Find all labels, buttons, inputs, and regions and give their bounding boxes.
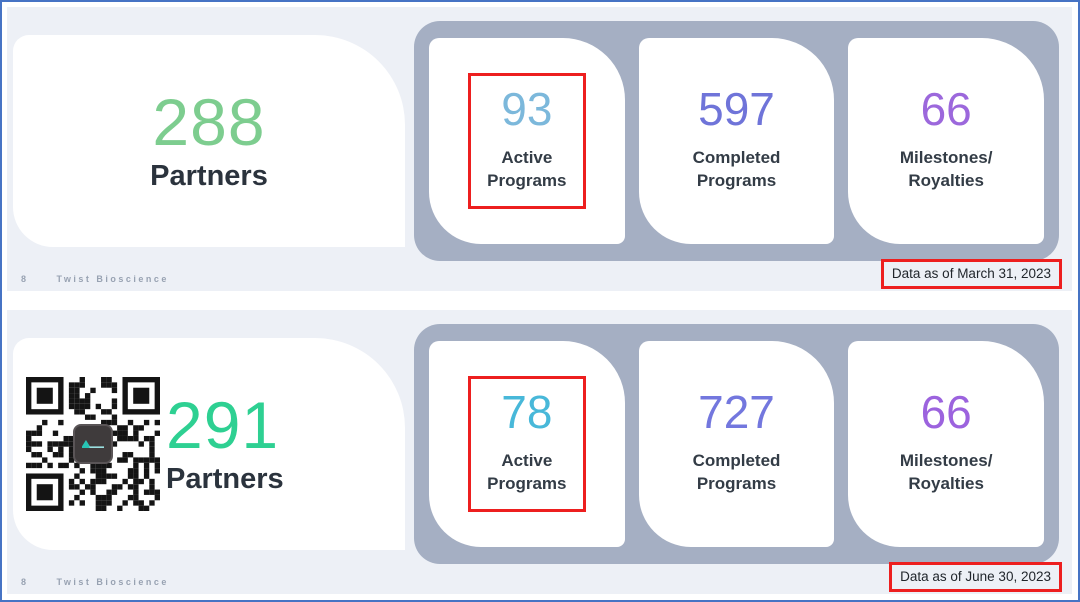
stat-label: Milestones/ Royalties <box>900 450 993 494</box>
data-as-of-text: Data as of March 31, 2023 <box>891 266 1051 281</box>
stat-value: 78 <box>501 386 553 439</box>
stats-panel: 78 Active Programs 727 Completed Program… <box>414 324 1059 564</box>
stat-content: 66 Milestones/ Royalties <box>881 376 1012 511</box>
annotation-highlight-box: 93 Active Programs <box>468 73 586 209</box>
partners-count: 291 <box>166 388 280 462</box>
stat-label: Milestones/ Royalties <box>900 147 993 191</box>
stat-value: 727 <box>698 386 775 439</box>
qr-code <box>26 377 160 511</box>
data-as-of-text: Data as of June 30, 2023 <box>900 569 1051 584</box>
stat-label: Active Programs <box>487 147 566 191</box>
annotation-data-as-of-box: Data as of March 31, 2023 <box>880 259 1062 289</box>
stat-label: Completed Programs <box>693 147 781 191</box>
stat-card-completed-programs: 597 Completed Programs <box>638 38 835 244</box>
brand-name: Twist Bioscience <box>56 577 169 587</box>
qr-logo-mark <box>82 440 104 448</box>
stat-card-milestones-royalties: 66 Milestones/ Royalties <box>848 38 1045 244</box>
stat-card-active-programs: 78 Active Programs <box>429 341 625 547</box>
annotation-data-as-of-box: Data as of June 30, 2023 <box>889 562 1062 592</box>
slide-footer: 8 Twist Bioscience <box>21 274 169 284</box>
stat-label: Active Programs <box>487 450 566 494</box>
stat-label-line: Milestones/ <box>899 148 993 168</box>
stat-value: 66 <box>920 386 972 439</box>
page-number: 8 <box>21 577 29 587</box>
stats-panel: 93 Active Programs 597 Completed Program… <box>414 21 1059 261</box>
partners-stat: 291 Partners <box>166 392 284 496</box>
annotation-highlight-box: 78 Active Programs <box>468 376 586 512</box>
partners-card: 288 Partners <box>13 35 405 247</box>
stat-card-milestones-royalties: 66 Milestones/ Royalties <box>848 341 1045 547</box>
stat-content: 66 Milestones/ Royalties <box>881 73 1012 208</box>
brand-name: Twist Bioscience <box>56 274 169 284</box>
stat-label-line: Active <box>501 451 553 471</box>
qr-center-logo <box>73 424 113 464</box>
stat-label: Completed Programs <box>693 450 781 494</box>
stat-label-line: Programs <box>487 170 567 190</box>
stat-card-active-programs: 93 Active Programs <box>429 38 625 244</box>
slide-footer: 8 Twist Bioscience <box>21 577 169 587</box>
stat-label-line: Completed <box>692 148 781 168</box>
stat-label-line: Milestones/ <box>899 451 993 471</box>
stat-label-line: Completed <box>692 451 781 471</box>
partners-label: Partners <box>166 463 284 495</box>
stat-label-line: Programs <box>696 473 777 493</box>
stat-value: 597 <box>698 83 775 136</box>
stat-content: 597 Completed Programs <box>674 73 800 208</box>
stat-label-line: Programs <box>696 170 777 190</box>
page-number: 8 <box>21 274 29 284</box>
stat-value: 93 <box>501 83 553 136</box>
stat-label-line: Active <box>501 148 553 168</box>
stat-label-line: Programs <box>487 473 567 493</box>
slide-q2-2023: 291 Partners 78 Active Programs 727 C <box>7 310 1072 594</box>
partners-card: 291 Partners <box>13 338 405 550</box>
stat-label-line: Royalties <box>908 473 984 493</box>
stat-card-completed-programs: 727 Completed Programs <box>638 341 835 547</box>
partners-count: 288 <box>152 85 266 159</box>
partners-label: Partners <box>150 160 268 192</box>
partners-stat: 288 Partners <box>150 89 268 193</box>
stat-label-line: Royalties <box>908 170 984 190</box>
stat-value: 66 <box>920 83 972 136</box>
stat-content: 727 Completed Programs <box>674 376 800 511</box>
slide-q1-2023: 288 Partners 93 Active Programs 597 C <box>7 7 1072 291</box>
